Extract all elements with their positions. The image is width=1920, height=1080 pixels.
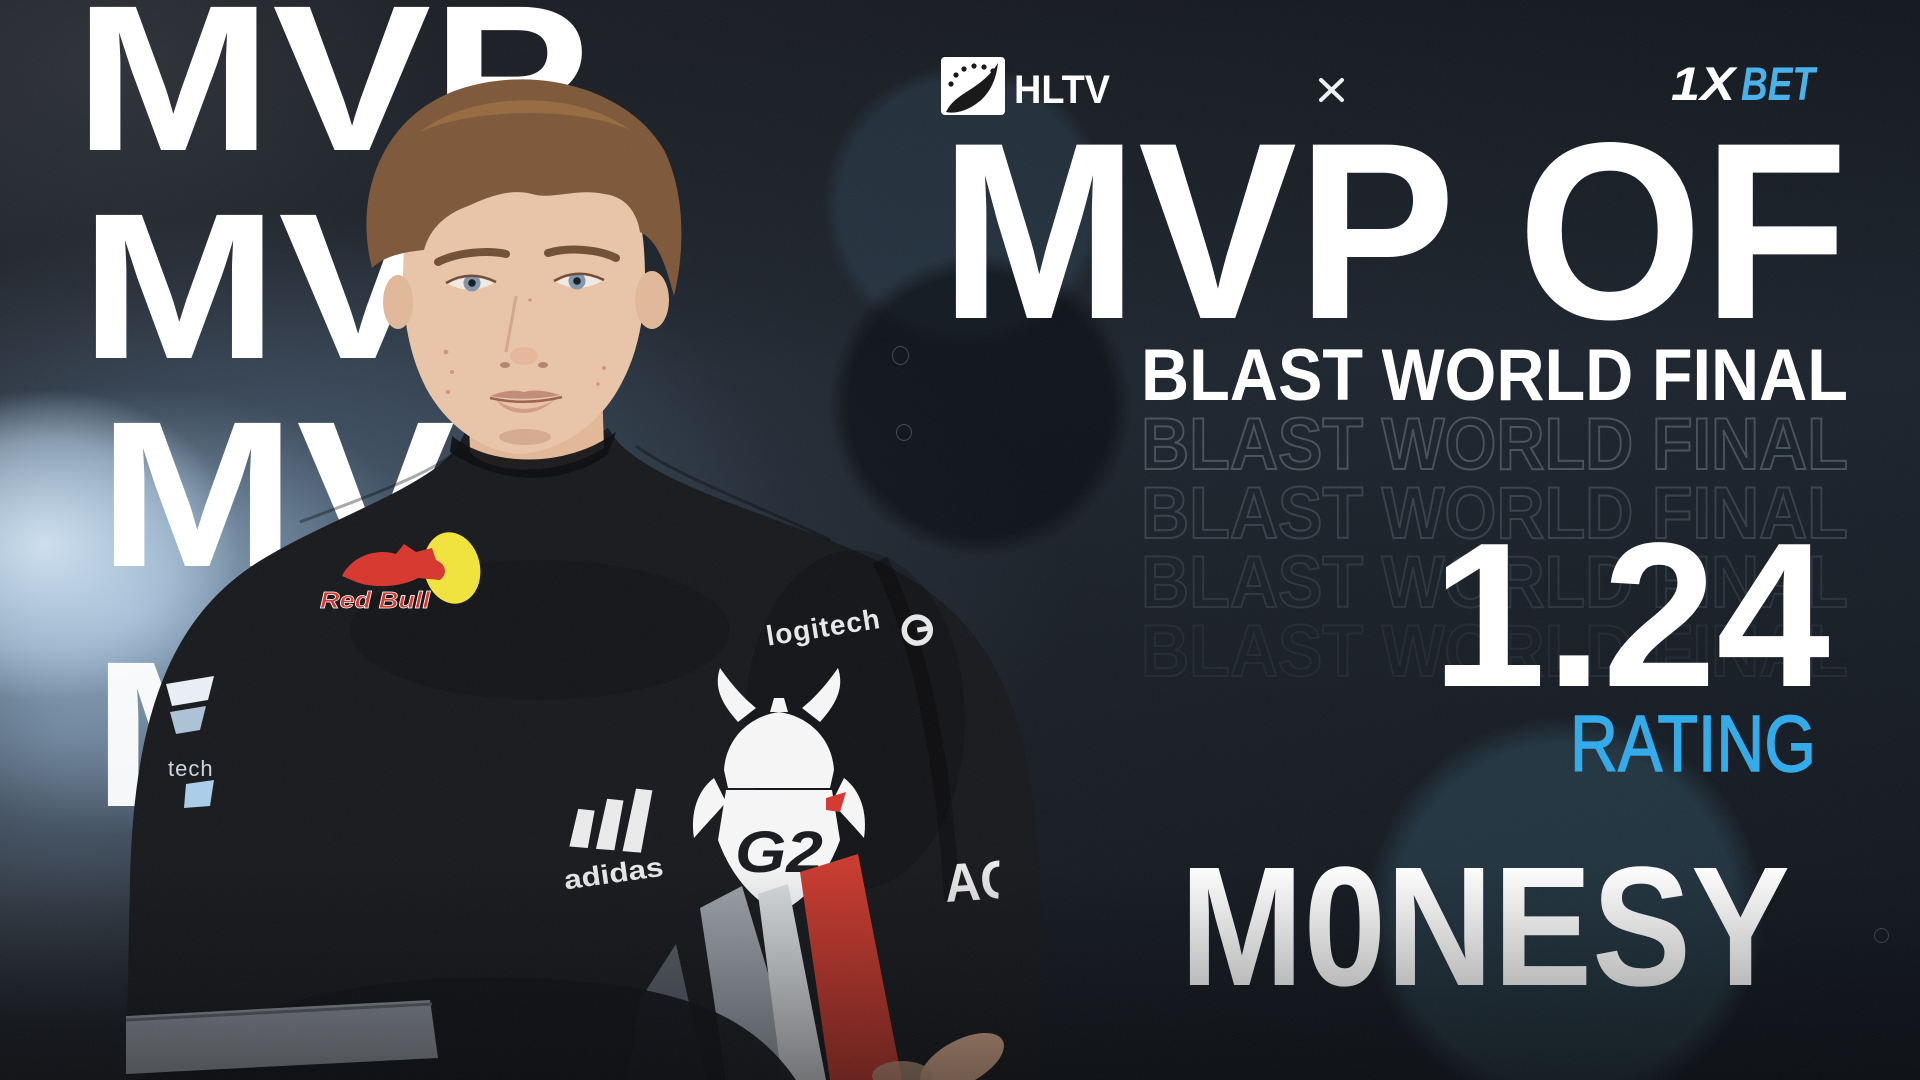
grain-overlay (0, 0, 1920, 1080)
mvp-poster: MVP MVP MVP MVP (0, 0, 1920, 1080)
